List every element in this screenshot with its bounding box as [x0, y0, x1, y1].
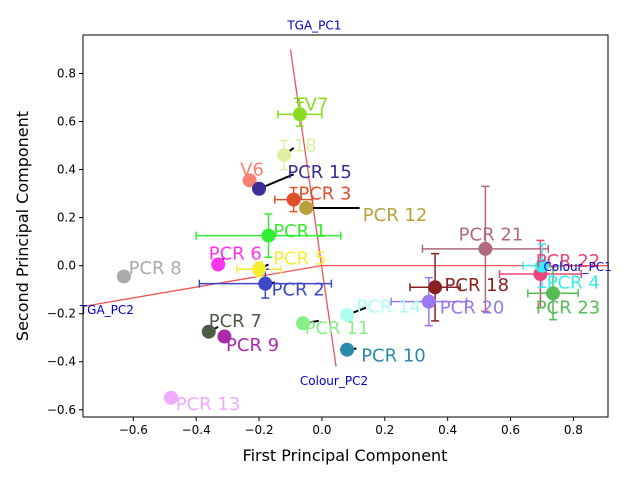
point-pcr-13 — [164, 390, 179, 405]
label-pcr-2: PCR 2 — [272, 280, 325, 301]
point-pcr-2 — [258, 276, 273, 291]
point-pcr-4 — [534, 258, 549, 273]
point-pcr-8 — [116, 269, 131, 284]
label-18: 18 — [294, 136, 317, 157]
label-pcr-10: PCR 10 — [361, 346, 426, 367]
point-pcr-10 — [340, 342, 355, 357]
x-axis-ticks: −0.6 −0.4 −0.2 0.0 0.2 0.4 0.6 0.8 — [119, 417, 583, 437]
x-axis-label: First Principal Component — [243, 446, 448, 465]
point-pcr-18 — [428, 280, 443, 295]
x-tick-label: −0.6 — [119, 423, 148, 437]
ref-label-colour-pc1: Colour_PC1 — [544, 260, 612, 274]
point-pcr-3 — [286, 192, 301, 207]
point-pcr-1 — [261, 228, 276, 243]
reference-line — [82, 265, 323, 308]
label-pcr-6: PCR 6 — [209, 244, 262, 265]
label-pcr-14: PCR 14 — [357, 296, 422, 317]
y-tick-label: 0.8 — [57, 66, 76, 80]
label-pcr-21: PCR 21 — [459, 224, 524, 245]
label-pcr-7: PCR 7 — [209, 311, 262, 332]
label-pcr-18: PCR 18 — [445, 275, 510, 296]
point-tv7 — [292, 107, 307, 122]
label-v6: V6 — [240, 160, 264, 181]
data-points — [116, 107, 560, 405]
point-pcr-7 — [201, 324, 216, 339]
label-pcr-4: PCR 4 — [547, 272, 600, 293]
point-pcr-23 — [545, 286, 560, 301]
point-pcr-9 — [217, 329, 232, 344]
y-tick-label: −0.6 — [47, 403, 76, 417]
label-pcr-15: PCR 15 — [287, 162, 352, 183]
ref-label-tga-pc1: TGA_PC1 — [286, 18, 341, 32]
y-tick-label: 0.4 — [57, 163, 76, 177]
label-pcr-23: PCR 23 — [536, 298, 601, 319]
point-pcr-14 — [340, 307, 355, 322]
ref-label-colour-pc2: Colour_PC2 — [300, 374, 368, 388]
label-pcr-22: PCR 22 — [536, 251, 601, 272]
label-pcr-20: PCR 20 — [440, 298, 505, 319]
y-tick-label: −0.2 — [47, 307, 76, 321]
reference-labels: TGA_PC1 TGA_PC2 Colour_PC1 Colour_PC2 — [79, 18, 612, 388]
x-tick-label: 0.6 — [501, 423, 520, 437]
point-v6 — [242, 173, 257, 188]
label-pcr-3: PCR 3 — [298, 184, 351, 205]
point-pcr-5 — [252, 262, 267, 277]
point-pcr-6 — [211, 257, 226, 272]
label-pcr-13: PCR 13 — [176, 394, 241, 415]
y-tick-label: 0.6 — [57, 114, 76, 128]
x-tick-label: 0.0 — [312, 423, 331, 437]
label-tv7: TV7 — [293, 95, 329, 116]
point-pcr-11 — [296, 316, 311, 331]
label-pcr-12: PCR 12 — [363, 205, 428, 226]
y-tick-label: 0.2 — [57, 211, 76, 225]
point-18 — [277, 148, 292, 163]
point-pcr-21 — [478, 241, 493, 256]
label-pcr-5: PCR 5 — [273, 248, 326, 269]
y-axis-label: Second Principal Component — [13, 111, 32, 341]
point-pcr-15 — [252, 181, 267, 196]
y-tick-label: 0.0 — [57, 259, 76, 273]
plot-area — [83, 35, 608, 417]
x-tick-label: 0.8 — [564, 423, 583, 437]
label-pcr-9: PCR 9 — [226, 335, 279, 356]
y-tick-label: −0.4 — [47, 355, 76, 369]
label-pcr-1: PCR 1 — [273, 221, 326, 242]
point-pcr-12 — [299, 200, 314, 215]
ref-label-tga-pc2: TGA_PC2 — [79, 303, 134, 317]
plot-frame — [82, 34, 609, 418]
label-pcr-11: PCR 11 — [305, 318, 370, 339]
x-tick-label: −0.2 — [244, 423, 273, 437]
label-pcr-8: PCR 8 — [129, 258, 182, 279]
x-tick-label: −0.4 — [182, 423, 211, 437]
x-tick-label: 0.2 — [375, 423, 394, 437]
x-tick-label: 0.4 — [438, 423, 457, 437]
y-axis-ticks: −0.6 −0.4 −0.2 0.0 0.2 0.4 0.6 0.8 — [47, 66, 83, 417]
point-pcr-20 — [421, 294, 436, 309]
